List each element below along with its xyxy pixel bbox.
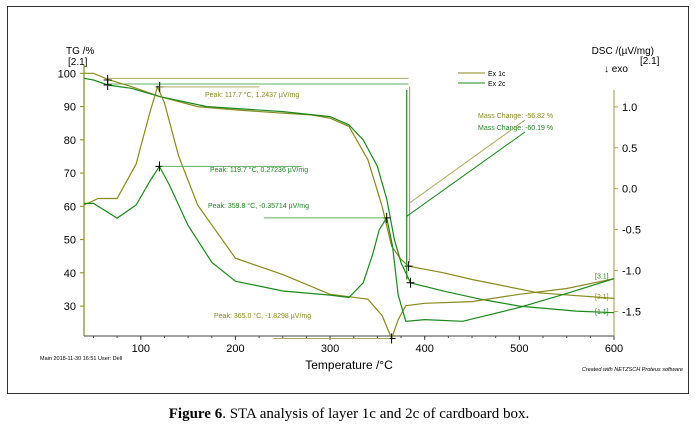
sta-chart: 100 200 300 400 500 600 30 40 50 60 70 80 90 100 -1.5 -… <box>40 46 683 373</box>
left-tick-label: 50 <box>64 235 76 247</box>
figure-frame <box>7 6 689 394</box>
annotation-label: Mass Change: -60.19 % <box>478 125 553 132</box>
right-tick-label: -1.0 <box>622 266 641 278</box>
mass-change-2c-leader <box>406 131 526 217</box>
right-tick-label: 1.0 <box>622 102 637 114</box>
footer-right: Created with NETZSCH Proteus software <box>582 367 683 373</box>
end-label: [2.1] <box>595 294 609 301</box>
left-tick-label: 30 <box>64 301 76 313</box>
annotation-label: Peak: 117.7 °C, 1.2437 µV/mg <box>205 91 299 99</box>
x-tick-label: 300 <box>321 343 339 355</box>
right-tick-label: 0.0 <box>622 184 637 196</box>
x-axis-label: Temperature /°C <box>305 358 393 372</box>
series-tg-ex-2c <box>83 77 615 314</box>
right-tick-label: -0.5 <box>622 225 641 237</box>
x-tick-label: 600 <box>605 343 623 355</box>
series-tg-ex-1c <box>84 72 615 299</box>
series-dsc-ex-1c <box>83 85 615 341</box>
right-tick-label: 0.5 <box>622 143 637 155</box>
annotation-label: Peak: 359.8 °C, -0.35714 µV/mg <box>208 202 309 210</box>
left-axis-sub: [2.1] <box>68 57 88 68</box>
legend-label: Ex 1c <box>488 71 506 78</box>
figure-caption: Figure 6. STA analysis of layer 1c and 2… <box>0 406 698 423</box>
x-tick-label: 400 <box>416 343 434 355</box>
left-axis-label: TG /% <box>66 46 94 57</box>
footer-left: Main 2018-11-30 16:51 User: Dell <box>40 356 122 362</box>
exo-label: ↓ exo <box>604 64 628 75</box>
legend-label: Ex 2c <box>488 81 506 88</box>
caption-label: Figure 6 <box>168 406 223 422</box>
series-dsc-ex-2c <box>84 165 615 322</box>
left-tick-label: 40 <box>64 268 76 280</box>
left-tick-label: 70 <box>64 168 76 180</box>
end-label: [3.1] <box>595 274 609 281</box>
annotation-label: Peak: 365.0 °C, -1.8298 µV/mg <box>214 312 311 320</box>
right-axis-sub: [2.1] <box>640 56 660 67</box>
left-tick-label: 60 <box>64 201 76 213</box>
x-tick-label: 200 <box>226 343 244 355</box>
left-tick-label: 100 <box>58 68 76 80</box>
peak-marker <box>103 79 112 90</box>
annotation-label: Peak: 119.7 °C, 0.27236 µV/mg <box>210 166 308 174</box>
peak-marker <box>404 261 413 272</box>
peak-marker <box>406 277 415 288</box>
annotation-label: Mass Change: -56.82 % <box>478 113 553 120</box>
left-tick-label: 90 <box>64 102 76 114</box>
end-label: [1.1] <box>595 309 609 316</box>
mass-change-1c-leader <box>409 119 526 204</box>
caption-text: . STA analysis of layer 1c and 2c of car… <box>222 406 530 422</box>
x-tick-label: 100 <box>132 343 150 355</box>
left-tick-label: 80 <box>64 135 76 147</box>
right-tick-label: -1.5 <box>622 306 641 318</box>
right-axis-label: DSC /(µV/mg) <box>592 46 654 57</box>
x-tick-label: 500 <box>510 343 528 355</box>
